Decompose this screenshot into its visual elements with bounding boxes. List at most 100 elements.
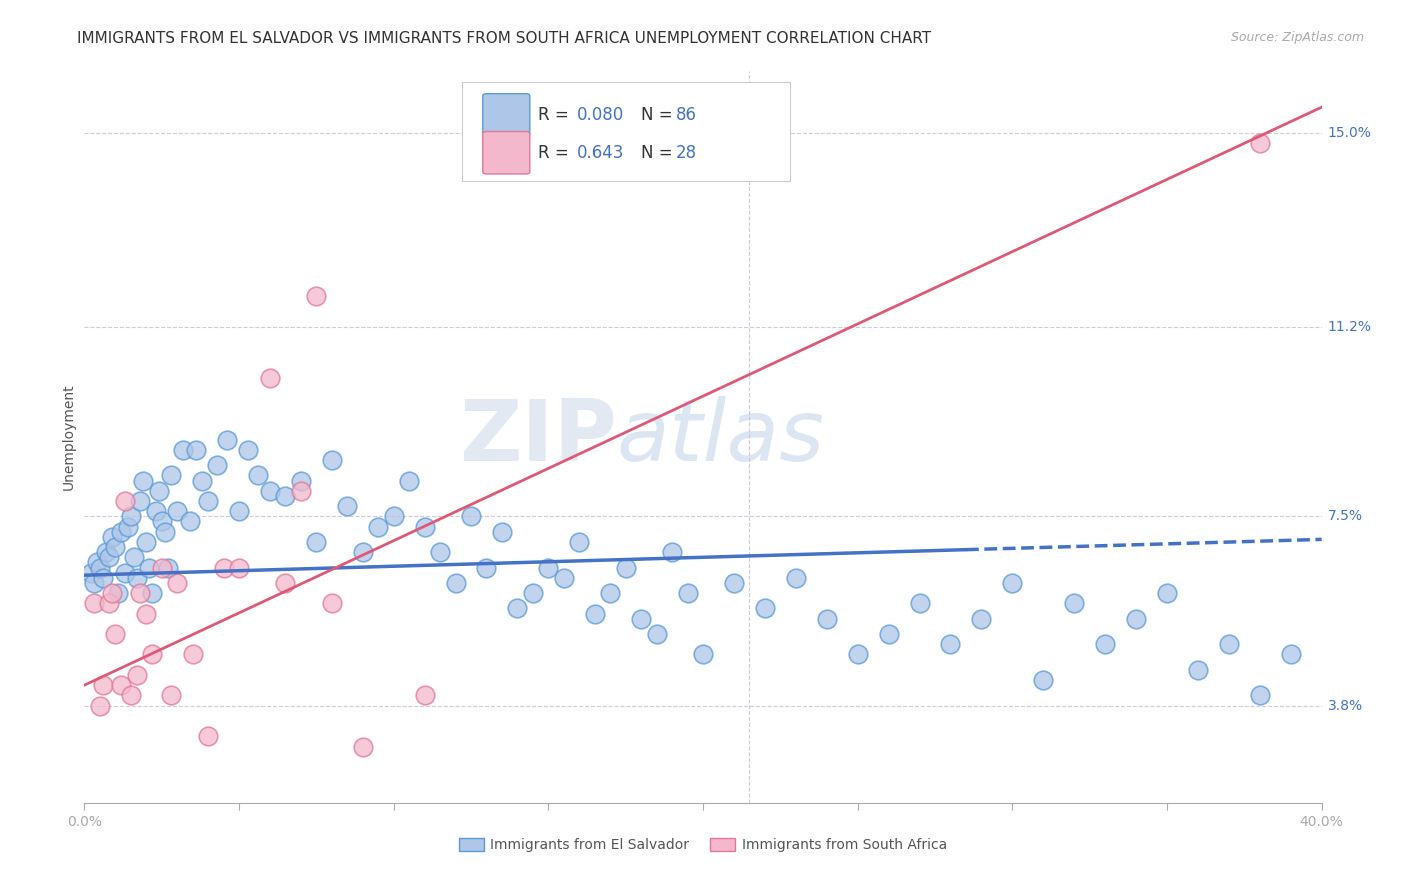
Immigrants from El Salvador [107,586,129,600]
Immigrants from El Salvador [305,535,328,549]
Immigrants from El Salvador [145,504,167,518]
Text: R =: R = [538,106,575,124]
Immigrants from El Salvador [166,504,188,518]
Immigrants from El Salvador [522,586,544,600]
Immigrants from El Salvador [413,519,436,533]
Immigrants from El Salvador [553,571,575,585]
Immigrants from El Salvador [94,545,117,559]
Immigrants from El Salvador [148,483,170,498]
Immigrants from South Africa [104,627,127,641]
Immigrants from El Salvador [191,474,214,488]
Immigrants from El Salvador [135,535,157,549]
Immigrants from El Salvador [1249,689,1271,703]
Immigrants from El Salvador [970,612,993,626]
Immigrants from South Africa [150,560,173,574]
Immigrants from El Salvador [114,566,136,580]
Immigrants from South Africa [114,494,136,508]
Immigrants from El Salvador [1094,637,1116,651]
Immigrants from El Salvador [91,571,114,585]
Immigrants from El Salvador [491,524,513,539]
Immigrants from El Salvador [614,560,637,574]
Text: 3.8%: 3.8% [1327,698,1362,713]
Immigrants from El Salvador [645,627,668,641]
Immigrants from El Salvador [215,433,238,447]
Immigrants from South Africa [305,289,328,303]
Text: 11.2%: 11.2% [1327,320,1372,334]
Immigrants from El Salvador [877,627,900,641]
Immigrants from South Africa [352,739,374,754]
Text: 0.643: 0.643 [576,144,624,161]
Text: N =: N = [641,106,678,124]
Immigrants from South Africa [181,648,204,662]
Immigrants from El Salvador [336,499,359,513]
Text: 86: 86 [676,106,697,124]
Immigrants from El Salvador [290,474,312,488]
Immigrants from South Africa [212,560,235,574]
Immigrants from El Salvador [274,489,297,503]
Immigrants from South Africa [101,586,124,600]
Immigrants from El Salvador [259,483,281,498]
Immigrants from El Salvador [197,494,219,508]
Immigrants from El Salvador [367,519,389,533]
Immigrants from El Salvador [117,519,139,533]
Immigrants from South Africa [413,689,436,703]
Immigrants from South Africa [125,668,148,682]
Text: 7.5%: 7.5% [1327,509,1362,524]
Immigrants from El Salvador [460,509,482,524]
Immigrants from El Salvador [83,575,105,590]
Immigrants from South Africa [135,607,157,621]
Immigrants from El Salvador [207,458,229,473]
Legend: Immigrants from El Salvador, Immigrants from South Africa: Immigrants from El Salvador, Immigrants … [453,832,953,858]
Immigrants from El Salvador [676,586,699,600]
Immigrants from El Salvador [661,545,683,559]
Immigrants from El Salvador [939,637,962,651]
Immigrants from El Salvador [129,494,152,508]
Immigrants from El Salvador [754,601,776,615]
Immigrants from El Salvador [630,612,652,626]
Immigrants from South Africa [274,575,297,590]
Text: ZIP: ZIP [458,395,616,479]
Text: 0.080: 0.080 [576,106,624,124]
Immigrants from El Salvador [475,560,498,574]
Immigrants from El Salvador [120,509,142,524]
Immigrants from South Africa [129,586,152,600]
Immigrants from El Salvador [228,504,250,518]
Immigrants from El Salvador [444,575,467,590]
FancyBboxPatch shape [482,94,530,136]
Text: N =: N = [641,144,678,161]
Immigrants from El Salvador [86,555,108,569]
Immigrants from El Salvador [101,530,124,544]
Immigrants from South Africa [89,698,111,713]
Immigrants from El Salvador [98,550,121,565]
Immigrants from El Salvador [1279,648,1302,662]
Immigrants from El Salvador [382,509,405,524]
Immigrants from El Salvador [110,524,132,539]
Immigrants from El Salvador [238,442,260,457]
Immigrants from El Salvador [125,571,148,585]
Immigrants from El Salvador [246,468,269,483]
Immigrants from El Salvador [1125,612,1147,626]
Immigrants from El Salvador [599,586,621,600]
Immigrants from South Africa [197,729,219,743]
Immigrants from El Salvador [506,601,529,615]
Immigrants from El Salvador [153,524,176,539]
Immigrants from El Salvador [104,540,127,554]
Immigrants from El Salvador [1187,663,1209,677]
Immigrants from El Salvador [429,545,451,559]
Immigrants from El Salvador [132,474,155,488]
Immigrants from South Africa [1249,136,1271,150]
Immigrants from South Africa [160,689,183,703]
Immigrants from El Salvador [1001,575,1024,590]
Immigrants from El Salvador [1156,586,1178,600]
Text: Source: ZipAtlas.com: Source: ZipAtlas.com [1230,31,1364,45]
Immigrants from El Salvador [172,442,194,457]
Immigrants from El Salvador [1032,673,1054,687]
Immigrants from South Africa [120,689,142,703]
Immigrants from El Salvador [89,560,111,574]
Immigrants from El Salvador [815,612,838,626]
Text: 28: 28 [676,144,697,161]
Immigrants from South Africa [259,371,281,385]
Text: R =: R = [538,144,575,161]
Immigrants from El Salvador [122,550,145,565]
Immigrants from El Salvador [141,586,163,600]
